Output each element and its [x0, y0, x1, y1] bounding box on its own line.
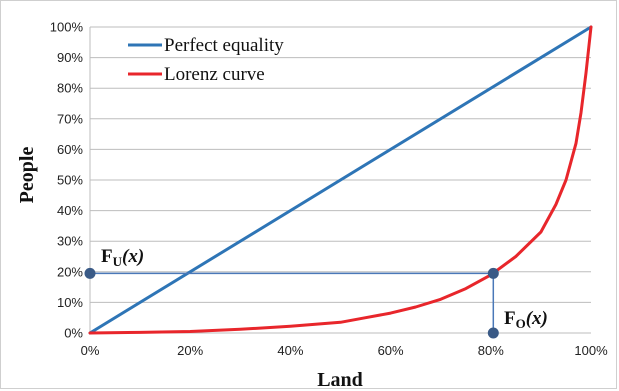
- y-tick-label: 70%: [57, 111, 83, 126]
- y-tick-label: 50%: [57, 173, 83, 188]
- y-tick-label: 60%: [57, 142, 83, 157]
- fu-marker: [84, 267, 96, 279]
- y-tick-labels: 0% 10% 20% 30% 40% 50% 60% 70% 80% 90% 100%: [50, 20, 84, 341]
- intersection-marker: [487, 267, 499, 279]
- x-axis-title: Land: [317, 369, 363, 391]
- series-line-perfect-equality: [88, 25, 593, 335]
- x-tick-label: 100%: [574, 343, 608, 358]
- y-tick-label: 10%: [57, 295, 83, 310]
- annotation-layer: FU(x) FO(x): [84, 246, 548, 339]
- fo-label: FO(x): [504, 308, 548, 331]
- x-tick-label: 20%: [177, 343, 203, 358]
- grid-lines: [89, 26, 591, 334]
- series-layer: [88, 25, 593, 335]
- x-tick-label: 80%: [478, 343, 504, 358]
- legend: Perfect equality Lorenz curve: [128, 35, 284, 85]
- legend-label-lorenz-curve: Lorenz curve: [164, 64, 265, 85]
- y-tick-label: 90%: [57, 50, 83, 65]
- y-tick-label: 20%: [57, 264, 83, 279]
- fo-marker: [487, 327, 499, 339]
- x-tick-label: 40%: [277, 343, 303, 358]
- y-axis-title: People: [16, 147, 38, 204]
- x-tick-label: 0%: [81, 343, 100, 358]
- x-tick-label: 60%: [378, 343, 404, 358]
- series-line-lorenz-curve: [88, 25, 593, 335]
- y-tick-label: 100%: [50, 20, 84, 35]
- y-tick-label: 40%: [57, 203, 83, 218]
- y-tick-label: 80%: [57, 81, 83, 96]
- legend-label-perfect-equality: Perfect equality: [164, 35, 284, 56]
- y-tick-label: 30%: [57, 234, 83, 249]
- x-tick-labels: 0% 20% 40% 60% 80% 100%: [81, 343, 608, 358]
- fu-label: FU(x): [101, 246, 144, 269]
- y-tick-label: 0%: [64, 326, 83, 341]
